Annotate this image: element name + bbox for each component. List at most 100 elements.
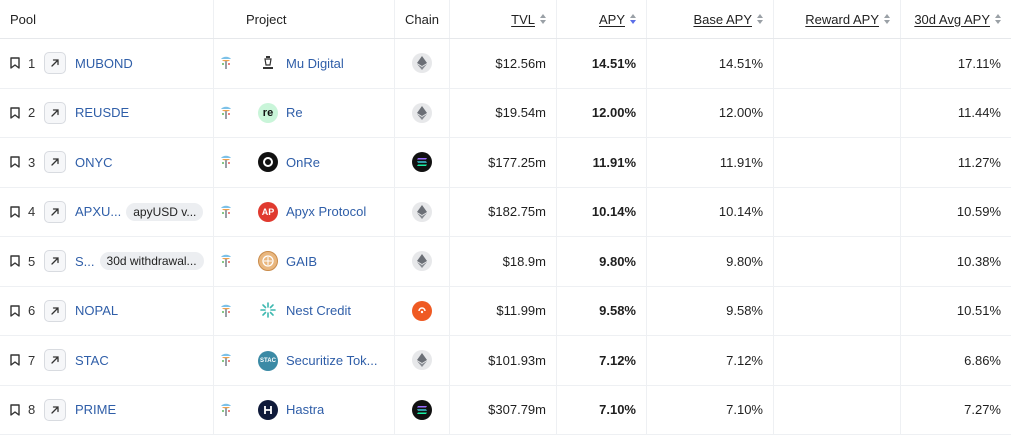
bookmark-icon[interactable] — [10, 305, 20, 317]
header-base-apy[interactable]: Base APY — [647, 0, 774, 38]
bookmark-icon[interactable] — [10, 57, 20, 69]
chain-cell — [395, 385, 450, 434]
table-row[interactable]: 7 STAC STAC Securitize Tok... $101.93m 7… — [0, 336, 1011, 386]
chain-cell — [395, 138, 450, 187]
external-link-icon[interactable] — [44, 151, 66, 174]
ethereum-chain-icon[interactable] — [412, 102, 432, 123]
project-link[interactable]: Apyx Protocol — [286, 204, 367, 220]
table-row[interactable]: 2 REUSDE re Re $19.54m 12.00% 12.00% 11.… — [0, 88, 1011, 138]
header-30d-avg-apy[interactable]: 30d Avg APY — [901, 0, 1011, 38]
base-apy-value: 7.10% — [726, 402, 763, 418]
re-icon: re — [258, 102, 286, 123]
project-link[interactable]: OnRe — [286, 154, 320, 170]
external-link-icon[interactable] — [44, 250, 66, 273]
ethereum-chain-icon[interactable] — [412, 350, 432, 371]
tvl-value: $11.99m — [496, 303, 546, 319]
header-tvl[interactable]: TVL — [450, 0, 557, 38]
bookmark-icon[interactable] — [10, 156, 20, 168]
pool-link[interactable]: PRIME — [75, 402, 117, 418]
solana-chain-icon[interactable] — [412, 152, 432, 173]
mu-digital-icon — [258, 52, 286, 74]
bookmark-icon[interactable] — [10, 107, 20, 119]
ethereum-chain-icon[interactable] — [412, 53, 432, 74]
project-cell: STAC Securitize Tok... — [214, 336, 395, 385]
pool-link[interactable]: NOPAL — [75, 303, 119, 319]
table-row[interactable]: 4 APXU... apyUSD v... AP Apyx Protocol $… — [0, 187, 1011, 237]
project-link[interactable]: Securitize Tok... — [286, 352, 378, 368]
apy-cell: 12.00% — [557, 88, 647, 137]
external-link-icon[interactable] — [44, 398, 66, 421]
tvl-cell: $18.9m — [450, 237, 557, 286]
rank-number: 5 — [28, 253, 36, 269]
project-cell: GAIB — [214, 237, 395, 286]
table-row[interactable]: 3 ONYC OnRe $177.25m 11.91% 11.91% 11.27… — [0, 138, 1011, 188]
header-apy[interactable]: APY — [557, 0, 647, 38]
avg-apy-value: 10.38% — [956, 253, 1001, 269]
table-row[interactable]: 6 NOPAL Nest Credit $11.99m 9.58% 9.58% … — [0, 286, 1011, 336]
rank-number: 4 — [28, 204, 36, 220]
pool-link[interactable]: APXU... — [75, 204, 122, 220]
header-reward-apy[interactable]: Reward APY — [774, 0, 901, 38]
plume-chain-icon[interactable] — [412, 300, 432, 321]
base-apy-value: 9.80% — [726, 253, 763, 269]
table-row[interactable]: 8 PRIME Hastra $307.79m 7.10% 7.10% 7.27… — [0, 385, 1011, 435]
chain-cell — [395, 336, 450, 385]
tvl-cell: $307.79m — [450, 385, 557, 434]
ethereum-chain-icon[interactable] — [412, 201, 432, 222]
project-cell: re Re — [214, 88, 395, 137]
bookmark-icon[interactable] — [10, 354, 20, 366]
bookmark-icon[interactable] — [10, 255, 20, 267]
nest-credit-icon — [258, 299, 286, 322]
pool-link[interactable]: STAC — [75, 352, 109, 368]
tvl-value: $182.75m — [488, 204, 546, 220]
external-link-icon[interactable] — [44, 349, 66, 372]
external-link-icon[interactable] — [44, 299, 66, 322]
sort-icon[interactable] — [995, 14, 1001, 24]
tvl-cell: $19.54m — [450, 88, 557, 137]
header-project: Project — [214, 0, 395, 38]
project-link[interactable]: Mu Digital — [286, 55, 344, 71]
avg-apy-value: 7.27% — [964, 402, 1001, 418]
solana-chain-icon[interactable] — [412, 399, 432, 420]
apy-cell: 9.58% — [557, 286, 647, 335]
external-link-icon[interactable] — [44, 52, 66, 75]
base-apy-value: 14.51% — [718, 55, 763, 71]
pool-link[interactable]: S... — [75, 253, 95, 269]
pool-link[interactable]: ONYC — [75, 154, 113, 170]
sort-icon[interactable] — [540, 14, 546, 24]
table-row[interactable]: 5 S... 30d withdrawal... GAIB $18.9m 9.8… — [0, 237, 1011, 287]
chain-cell — [395, 88, 450, 137]
table-row[interactable]: 1 MUBOND Mu Digital $12.56m 14.51% 14.51… — [0, 39, 1011, 89]
sort-icon[interactable] — [757, 14, 763, 24]
protocol-logo-icon — [220, 403, 232, 417]
rank-number: 8 — [28, 402, 36, 418]
sort-icon[interactable] — [884, 14, 890, 24]
project-link[interactable]: Hastra — [286, 402, 325, 418]
rank-number: 2 — [28, 105, 36, 121]
tvl-value: $307.79m — [488, 402, 546, 418]
pool-link[interactable]: MUBOND — [75, 55, 133, 71]
tvl-cell: $182.75m — [450, 187, 557, 236]
onre-icon — [258, 152, 286, 173]
avg-apy-value: 6.86% — [964, 352, 1001, 368]
reward-apy-cell — [774, 385, 901, 434]
reward-apy-cell — [774, 286, 901, 335]
project-link[interactable]: Re — [286, 105, 303, 121]
ethereum-chain-icon[interactable] — [412, 251, 432, 272]
project-link[interactable]: Nest Credit — [286, 303, 352, 319]
avg-apy-cell: 10.59% — [901, 188, 1011, 237]
bookmark-icon[interactable] — [10, 206, 20, 218]
apy-value: 7.12% — [599, 352, 636, 368]
external-link-icon[interactable] — [44, 200, 66, 223]
sort-desc-icon[interactable] — [630, 14, 636, 24]
project-cell: Hastra — [214, 385, 395, 434]
header-pool: Pool — [0, 0, 214, 38]
chain-cell — [395, 286, 450, 335]
pool-link[interactable]: REUSDE — [75, 105, 130, 121]
apy-value: 11.91% — [592, 154, 636, 170]
external-link-icon[interactable] — [44, 101, 66, 124]
bookmark-icon[interactable] — [10, 404, 20, 416]
pool-cell: 5 S... 30d withdrawal... — [0, 237, 214, 286]
project-link[interactable]: GAIB — [286, 253, 318, 269]
reward-apy-cell — [774, 336, 901, 385]
